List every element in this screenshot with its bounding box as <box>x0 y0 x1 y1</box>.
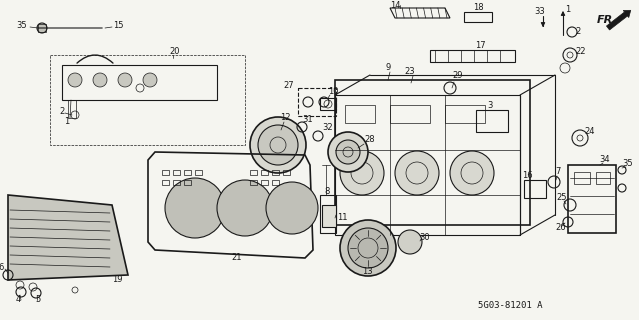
Bar <box>476 110 508 132</box>
Text: 29: 29 <box>453 71 463 81</box>
Circle shape <box>450 151 494 195</box>
Bar <box>184 170 191 175</box>
Circle shape <box>348 228 388 268</box>
Bar <box>250 180 257 185</box>
Bar <box>524 180 546 198</box>
Text: 5: 5 <box>35 295 41 305</box>
Circle shape <box>217 180 273 236</box>
Text: 35: 35 <box>622 158 633 167</box>
Bar <box>568 165 616 233</box>
Circle shape <box>143 73 157 87</box>
Text: 26: 26 <box>556 223 566 233</box>
Text: 30: 30 <box>420 234 430 243</box>
Text: 24: 24 <box>585 127 596 137</box>
Text: 9: 9 <box>385 63 390 73</box>
Circle shape <box>93 73 107 87</box>
Text: 25: 25 <box>557 194 567 203</box>
Circle shape <box>250 117 306 173</box>
Bar <box>162 170 169 175</box>
Text: 3: 3 <box>488 101 493 110</box>
Polygon shape <box>8 195 128 280</box>
Text: 1: 1 <box>65 117 70 126</box>
Circle shape <box>340 220 396 276</box>
Bar <box>195 170 202 175</box>
Bar <box>173 180 180 185</box>
Bar <box>50 55 245 145</box>
Circle shape <box>395 151 439 195</box>
Text: 12: 12 <box>280 114 290 123</box>
Bar <box>320 98 336 110</box>
Text: 2: 2 <box>575 28 581 36</box>
Bar <box>322 205 336 227</box>
Bar <box>272 170 279 175</box>
Circle shape <box>340 151 384 195</box>
Text: 7: 7 <box>555 167 560 177</box>
Bar <box>68 100 76 118</box>
Bar <box>445 105 485 123</box>
Text: 35: 35 <box>17 21 27 30</box>
Text: 11: 11 <box>337 213 347 222</box>
Text: 32: 32 <box>323 124 334 132</box>
Text: 16: 16 <box>521 171 532 180</box>
Circle shape <box>266 182 318 234</box>
Bar <box>62 65 217 100</box>
Text: 28: 28 <box>365 135 375 145</box>
Text: 1: 1 <box>566 5 571 14</box>
Text: 33: 33 <box>535 7 545 17</box>
Text: 23: 23 <box>404 68 415 76</box>
Text: 27: 27 <box>283 81 294 90</box>
Circle shape <box>37 23 47 33</box>
Bar <box>464 12 492 22</box>
Circle shape <box>165 178 225 238</box>
Text: 31: 31 <box>303 116 313 124</box>
Text: 18: 18 <box>473 4 483 12</box>
Bar <box>283 170 290 175</box>
Bar <box>430 50 515 62</box>
Bar <box>184 180 191 185</box>
Bar <box>261 180 268 185</box>
Bar <box>335 95 520 235</box>
Text: 15: 15 <box>112 21 123 30</box>
Bar <box>574 172 590 184</box>
Circle shape <box>118 73 132 87</box>
Circle shape <box>328 132 368 172</box>
Text: 5G03-81201 A: 5G03-81201 A <box>478 300 543 309</box>
Circle shape <box>68 73 82 87</box>
Bar <box>335 80 530 225</box>
FancyArrow shape <box>606 10 631 30</box>
Text: 8: 8 <box>325 188 330 196</box>
Bar <box>320 195 336 233</box>
Text: 6: 6 <box>0 263 4 273</box>
Text: 34: 34 <box>599 156 610 164</box>
Bar <box>596 172 610 184</box>
Bar <box>261 170 268 175</box>
Text: 14: 14 <box>390 1 400 10</box>
Bar <box>390 105 430 123</box>
Text: 22: 22 <box>576 47 586 57</box>
Circle shape <box>398 230 422 254</box>
Bar <box>345 105 375 123</box>
Bar <box>38 24 46 32</box>
Circle shape <box>336 140 360 164</box>
Bar <box>173 170 180 175</box>
Text: 10: 10 <box>328 87 338 97</box>
Text: FR.: FR. <box>597 15 618 25</box>
Bar <box>272 180 279 185</box>
Bar <box>162 180 169 185</box>
Circle shape <box>258 125 298 165</box>
Bar <box>250 170 257 175</box>
Text: 19: 19 <box>112 276 122 284</box>
Bar <box>298 88 336 116</box>
Text: 20: 20 <box>170 47 180 57</box>
Text: 2: 2 <box>59 108 65 116</box>
Text: 4: 4 <box>15 295 20 305</box>
Text: 17: 17 <box>475 41 485 50</box>
Text: 13: 13 <box>362 268 373 276</box>
Text: 21: 21 <box>232 253 242 262</box>
